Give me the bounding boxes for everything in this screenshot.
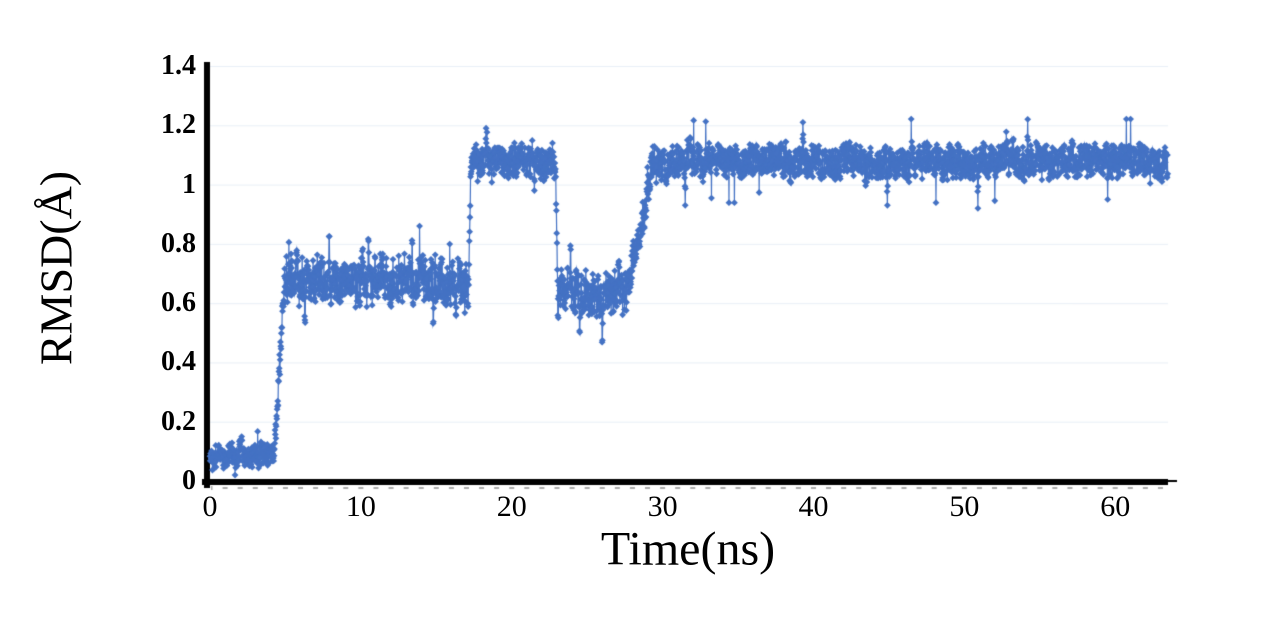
y-tick-label: 1.2 xyxy=(161,109,196,141)
x-tick-label: 0 xyxy=(202,490,218,523)
y-tick-label: 0.6 xyxy=(161,287,196,319)
x-tick-label: 20 xyxy=(496,490,527,523)
y-tick-label: 0.8 xyxy=(161,227,196,259)
x-tick-label: 10 xyxy=(345,490,376,523)
y-tick-label: 0.4 xyxy=(161,346,196,378)
x-tick-label: 30 xyxy=(647,490,678,523)
y-tick-label: 1 xyxy=(182,168,196,200)
y-tick-label: 0.2 xyxy=(161,405,196,437)
y-tick-label: 0 xyxy=(182,465,196,496)
x-tick-label: 60 xyxy=(1100,490,1131,523)
x-axis-title: Time(ns) xyxy=(600,522,776,576)
x-tick-label: 40 xyxy=(798,490,829,523)
y-tick-label: 1.4 xyxy=(161,50,196,81)
x-tick-label: 50 xyxy=(949,490,980,523)
